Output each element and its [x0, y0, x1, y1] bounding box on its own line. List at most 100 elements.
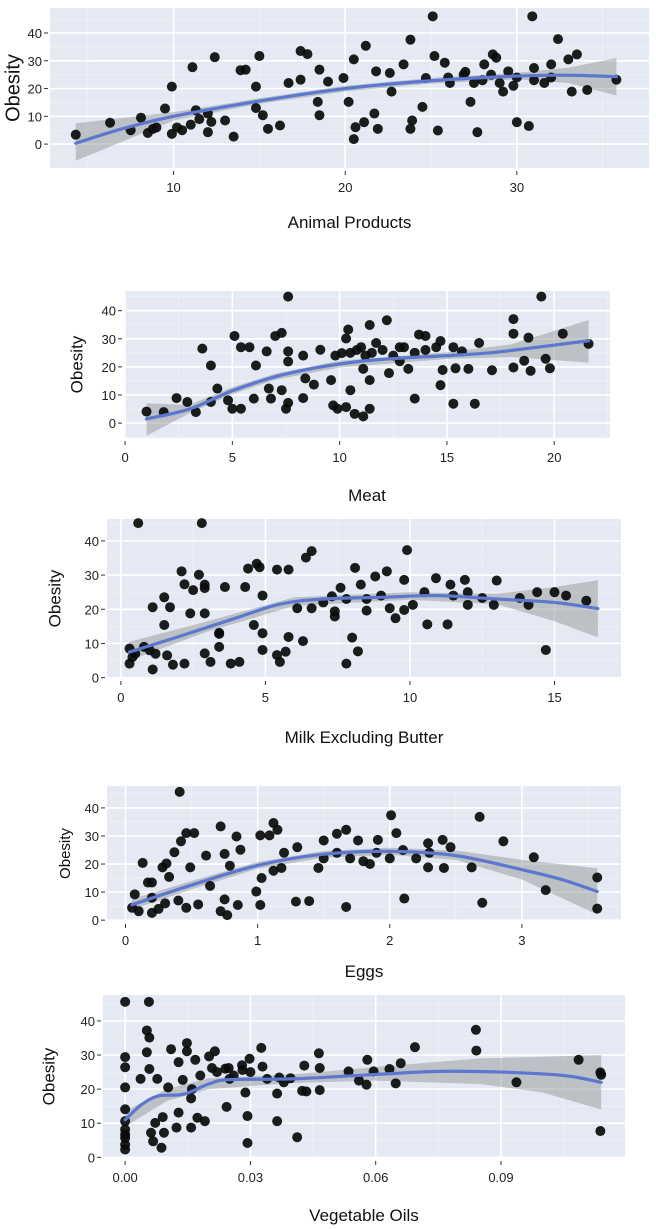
data-point: [219, 894, 230, 905]
data-point: [199, 608, 210, 619]
data-point: [185, 862, 196, 873]
data-point: [540, 644, 551, 655]
data-point: [225, 658, 236, 669]
y-tick-label: 40: [81, 1014, 95, 1029]
data-point: [360, 40, 371, 51]
data-point: [141, 406, 152, 417]
data-point: [177, 1074, 188, 1085]
data-point: [219, 848, 230, 859]
data-point: [423, 838, 434, 849]
y-tick-label: 0: [92, 913, 99, 928]
data-point: [356, 342, 367, 353]
data-point: [251, 886, 262, 897]
data-point: [427, 11, 438, 22]
y-tick-label: 10: [28, 109, 42, 124]
data-point: [582, 84, 593, 95]
data-point: [399, 574, 410, 585]
data-point: [448, 342, 459, 353]
scatter-panel: 0.00 0.03 0.06 0.09 0 10 20 30 40 Vegetable Oils O…: [39, 995, 625, 1225]
data-point: [471, 1045, 482, 1056]
data-point: [263, 383, 274, 394]
data-point: [173, 895, 184, 906]
data-point: [470, 1024, 481, 1035]
x-tick-label: 20: [547, 450, 561, 465]
y-tick-label: 40: [102, 304, 116, 319]
data-point: [194, 114, 205, 125]
data-point: [343, 96, 354, 107]
data-point: [314, 64, 325, 75]
data-point: [557, 328, 568, 339]
x-tick-label: 10: [166, 180, 180, 195]
data-point: [442, 619, 453, 630]
data-point: [299, 1060, 310, 1071]
data-point: [338, 73, 349, 83]
data-point: [503, 66, 514, 77]
data-point: [292, 603, 303, 614]
data-point: [235, 342, 246, 353]
data-point: [527, 11, 538, 22]
data-point: [214, 628, 225, 639]
data-point: [222, 910, 233, 921]
data-point: [498, 836, 509, 847]
data-point: [265, 393, 276, 404]
data-point: [146, 1127, 157, 1138]
data-point: [235, 403, 246, 414]
data-point: [352, 646, 363, 657]
data-point: [205, 656, 216, 667]
data-point: [283, 631, 294, 642]
data-point: [422, 619, 433, 630]
data-point: [523, 121, 534, 132]
data-point: [350, 562, 361, 573]
data-point: [205, 360, 216, 371]
data-point: [167, 659, 178, 670]
data-point: [371, 66, 382, 77]
data-point: [257, 590, 268, 601]
scatter-panel: 0 5 10 15 0 10 20 30 40 Milk Excluding Butter Obes…: [45, 518, 621, 747]
data-point: [323, 76, 334, 87]
data-point: [143, 996, 154, 1007]
data-point: [135, 1073, 146, 1084]
data-point: [105, 117, 116, 128]
data-point: [268, 865, 279, 876]
x-tick-label: 0.09: [488, 1170, 513, 1185]
x-axis-title: Milk Excluding Butter: [285, 728, 444, 747]
data-point: [445, 842, 456, 853]
data-point: [539, 78, 550, 88]
data-point: [398, 59, 409, 70]
data-point: [563, 54, 574, 65]
data-point: [381, 566, 392, 577]
data-point: [345, 853, 356, 864]
confidence-band: [132, 847, 598, 915]
data-point: [477, 897, 488, 908]
data-point: [358, 363, 369, 374]
data-point: [353, 1075, 364, 1086]
data-point: [197, 343, 208, 354]
y-tick-label: 10: [85, 885, 99, 900]
data-point: [335, 582, 346, 593]
data-point: [409, 393, 420, 404]
data-point: [120, 1052, 131, 1063]
y-tick-label: 30: [85, 829, 99, 844]
x-tick-label: 15: [440, 450, 454, 465]
data-point: [240, 1087, 251, 1098]
data-point: [298, 393, 309, 404]
data-point: [592, 903, 603, 914]
data-point: [544, 363, 555, 374]
data-point: [529, 75, 540, 86]
data-point: [472, 127, 483, 138]
data-point: [272, 824, 283, 835]
data-point: [341, 658, 352, 669]
data-point: [229, 330, 240, 341]
data-point: [479, 59, 490, 70]
data-point: [432, 125, 443, 136]
data-point: [257, 644, 268, 655]
data-point: [460, 66, 471, 77]
data-point: [209, 1046, 220, 1057]
data-point: [341, 402, 352, 413]
data-point: [407, 599, 418, 610]
data-point: [403, 363, 414, 374]
x-tick-label: 0: [122, 933, 129, 948]
data-point: [431, 342, 442, 353]
data-point: [283, 346, 294, 357]
